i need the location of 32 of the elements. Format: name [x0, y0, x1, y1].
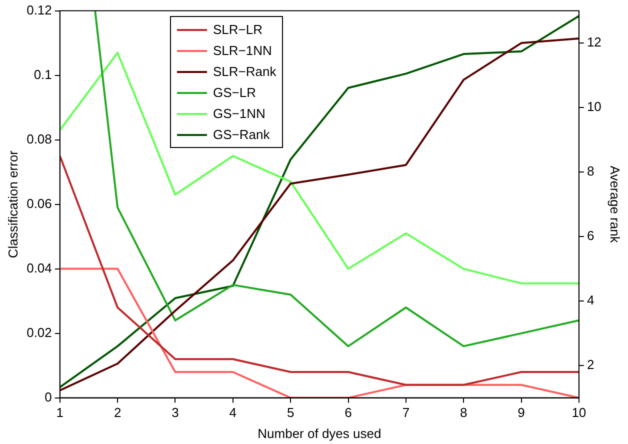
y-tick-label: 0: [44, 389, 52, 404]
legend-label: GS−Rank: [213, 127, 270, 142]
y-tick-label: 0.12: [26, 2, 52, 18]
legend-label: GS−1NN: [213, 106, 266, 121]
y2-axis-title: Average rank: [608, 166, 623, 244]
x-tick-label: 4: [229, 405, 237, 420]
x-tick-label: 7: [402, 405, 410, 420]
x-tick-label: 10: [572, 405, 586, 420]
y2-tick-label: 2: [586, 357, 594, 372]
y-tick-label: 0.06: [26, 196, 52, 211]
legend-label: SLR−1NN: [213, 43, 272, 58]
x-tick-label: 6: [344, 405, 352, 420]
x-tick-label: 3: [172, 405, 179, 420]
y-tick-label: 0.04: [26, 260, 52, 276]
y2-tick-label: 8: [586, 164, 594, 179]
legend-label: SLR−LR: [213, 22, 262, 37]
x-axis-title: Number of dyes used: [258, 426, 382, 441]
y-tick-label: 0.08: [26, 131, 52, 146]
y2-tick-label: 4: [586, 292, 594, 308]
y2-tick-label: 12: [586, 34, 602, 50]
x-tick-label: 2: [114, 405, 122, 420]
y-tick-label: 0.02: [26, 324, 52, 340]
y-axis-title: Classification error: [5, 150, 20, 258]
legend-label: GS−LR: [213, 85, 256, 100]
x-tick-label: 1: [56, 405, 64, 420]
y2-tick-label: 6: [586, 228, 594, 244]
y-tick-label: 0.1: [34, 66, 52, 82]
x-tick-label: 9: [518, 405, 525, 420]
y2-tick-label: 10: [586, 99, 602, 114]
legend-label: SLR−Rank: [213, 64, 276, 79]
x-tick-label: 8: [460, 405, 468, 420]
x-tick-label: 5: [286, 405, 294, 420]
